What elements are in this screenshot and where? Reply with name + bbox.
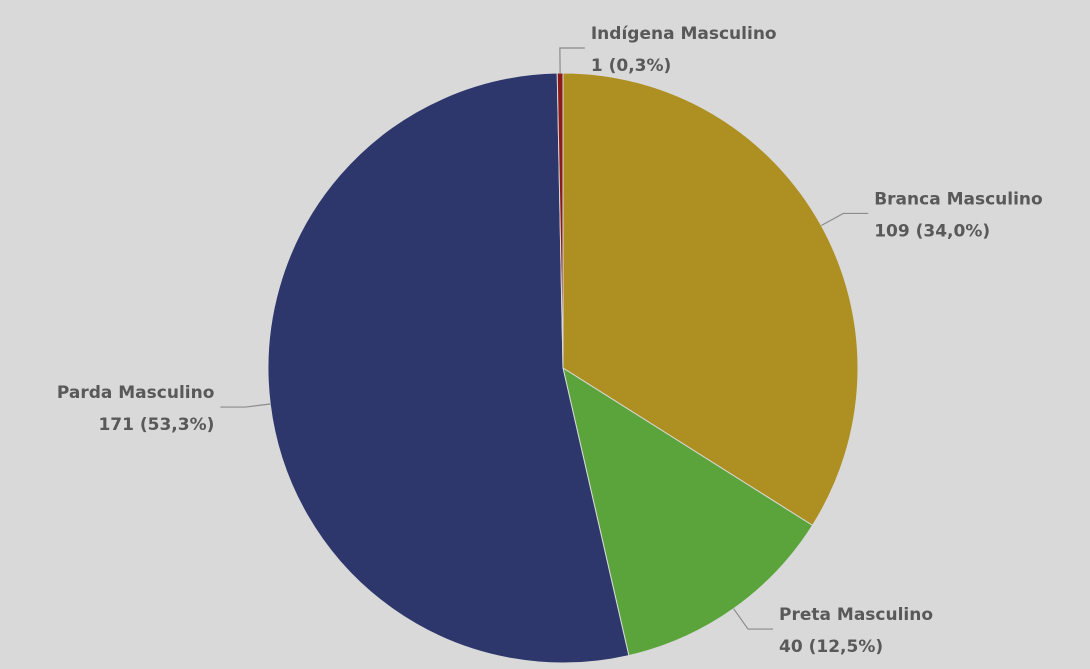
pie-slice xyxy=(562,366,814,657)
slice-label: Parda Masculino xyxy=(57,383,215,403)
leader-line xyxy=(220,403,271,408)
leader-line xyxy=(821,212,869,227)
slice-value-label: 1 (0,3%) xyxy=(591,56,671,76)
leader-line xyxy=(559,47,585,74)
slice-label: Preta Masculino xyxy=(779,605,933,625)
pie-slice xyxy=(267,72,630,664)
slice-value-label: 171 (53,3%) xyxy=(98,415,214,435)
slice-label: Branca Masculino xyxy=(874,189,1043,209)
slice-value-label: 40 (12,5%) xyxy=(779,637,883,657)
slice-label: Indígena Masculino xyxy=(591,24,777,44)
slice-value-label: 109 (34,0%) xyxy=(874,221,990,241)
leader-line xyxy=(733,608,774,630)
